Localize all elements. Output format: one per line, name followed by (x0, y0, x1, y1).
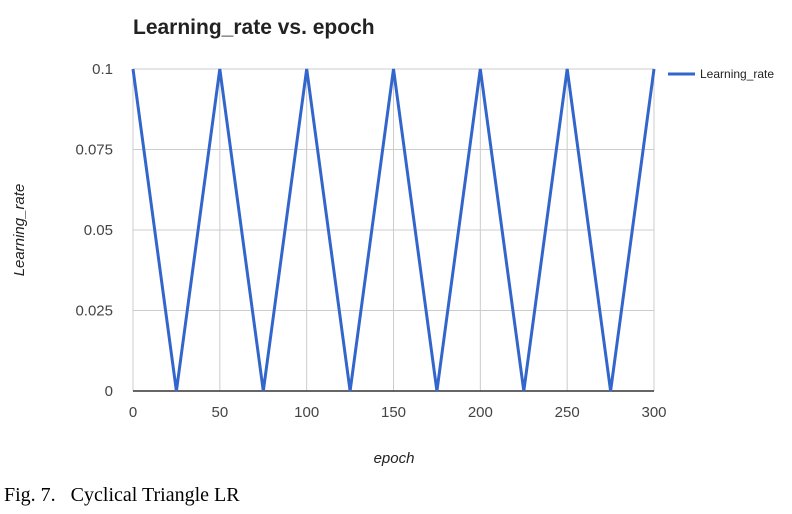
x-tick-label: 50 (211, 404, 228, 421)
x-tick-label: 0 (129, 404, 137, 421)
x-tick-label: 200 (468, 404, 493, 421)
y-axis-label: Learning_rate (11, 184, 28, 277)
x-tick-label: 250 (555, 404, 580, 421)
legend-label: Learning_rate (700, 67, 774, 81)
x-tick-label: 300 (641, 404, 666, 421)
y-tick-label: 0.075 (75, 142, 113, 159)
y-tick-label: 0.025 (75, 303, 113, 320)
legend: Learning_rate (668, 67, 774, 81)
gridlines (132, 68, 655, 391)
chart-title: Learning_rate vs. epoch (133, 16, 375, 39)
y-tick-labels: 0 0.025 0.05 0.075 0.1 (75, 61, 113, 400)
y-tick-label: 0.05 (84, 222, 113, 239)
y-tick-label: 0 (105, 383, 113, 400)
x-tick-labels: 0 50 100 150 200 250 300 (129, 404, 667, 421)
series-group (131, 68, 656, 392)
learning-rate-chart: Learning_rate vs. epoch 00.0250.050.0750… (11, 16, 774, 467)
x-tick-label: 150 (381, 404, 406, 421)
x-axis-label: epoch (374, 450, 415, 467)
figure-caption: Fig. 7. Cyclical Triangle LR (4, 484, 240, 506)
y-tick-label: 0.1 (92, 61, 113, 78)
x-tick-label: 100 (294, 404, 319, 421)
series-line-learning-rate (131, 68, 656, 392)
